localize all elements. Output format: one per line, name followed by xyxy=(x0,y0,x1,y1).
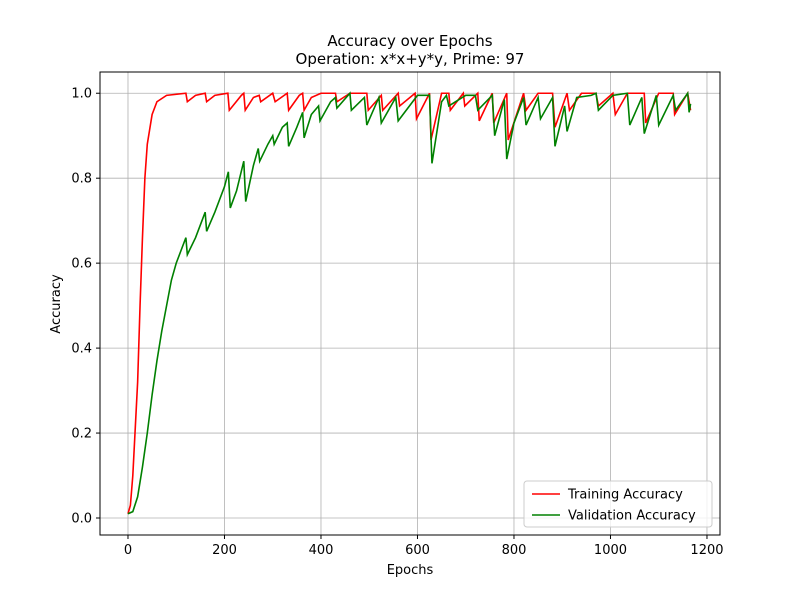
y-tick-label: 0.0 xyxy=(71,512,92,527)
x-tick-label: 1000 xyxy=(594,543,627,558)
legend-label: Validation Accuracy xyxy=(568,509,696,524)
chart-title: Accuracy over Epochs xyxy=(327,32,492,50)
y-axis-label: Accuracy xyxy=(49,274,64,334)
x-axis-label: Epochs xyxy=(387,563,434,578)
x-tick-label: 0 xyxy=(124,543,132,558)
y-tick-label: 0.8 xyxy=(71,172,92,187)
x-tick-label: 600 xyxy=(405,543,430,558)
data-line xyxy=(127,90,692,515)
x-tick-label: 400 xyxy=(309,543,334,558)
y-tick-label: 0.4 xyxy=(71,342,92,357)
x-tick-label: 800 xyxy=(502,543,527,558)
x-tick-label: 1200 xyxy=(690,543,723,558)
y-tick-label: 1.0 xyxy=(71,87,92,102)
legend-label: Training Accuracy xyxy=(567,488,683,503)
legend-box xyxy=(523,480,713,528)
x-tick-label: 200 xyxy=(212,543,237,558)
y-tick-label: 0.2 xyxy=(71,427,92,442)
axes-frame xyxy=(99,71,721,536)
chart-subtitle: Operation: x*x+y*y, Prime: 97 xyxy=(296,50,525,68)
y-tick-label: 0.6 xyxy=(71,257,92,272)
data-line xyxy=(127,91,692,514)
